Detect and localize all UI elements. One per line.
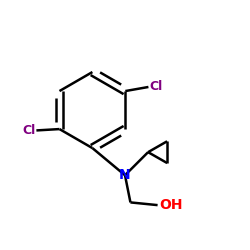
Text: OH: OH	[159, 198, 183, 212]
Text: Cl: Cl	[22, 124, 35, 137]
Text: Cl: Cl	[150, 80, 163, 94]
Text: N: N	[119, 168, 131, 182]
